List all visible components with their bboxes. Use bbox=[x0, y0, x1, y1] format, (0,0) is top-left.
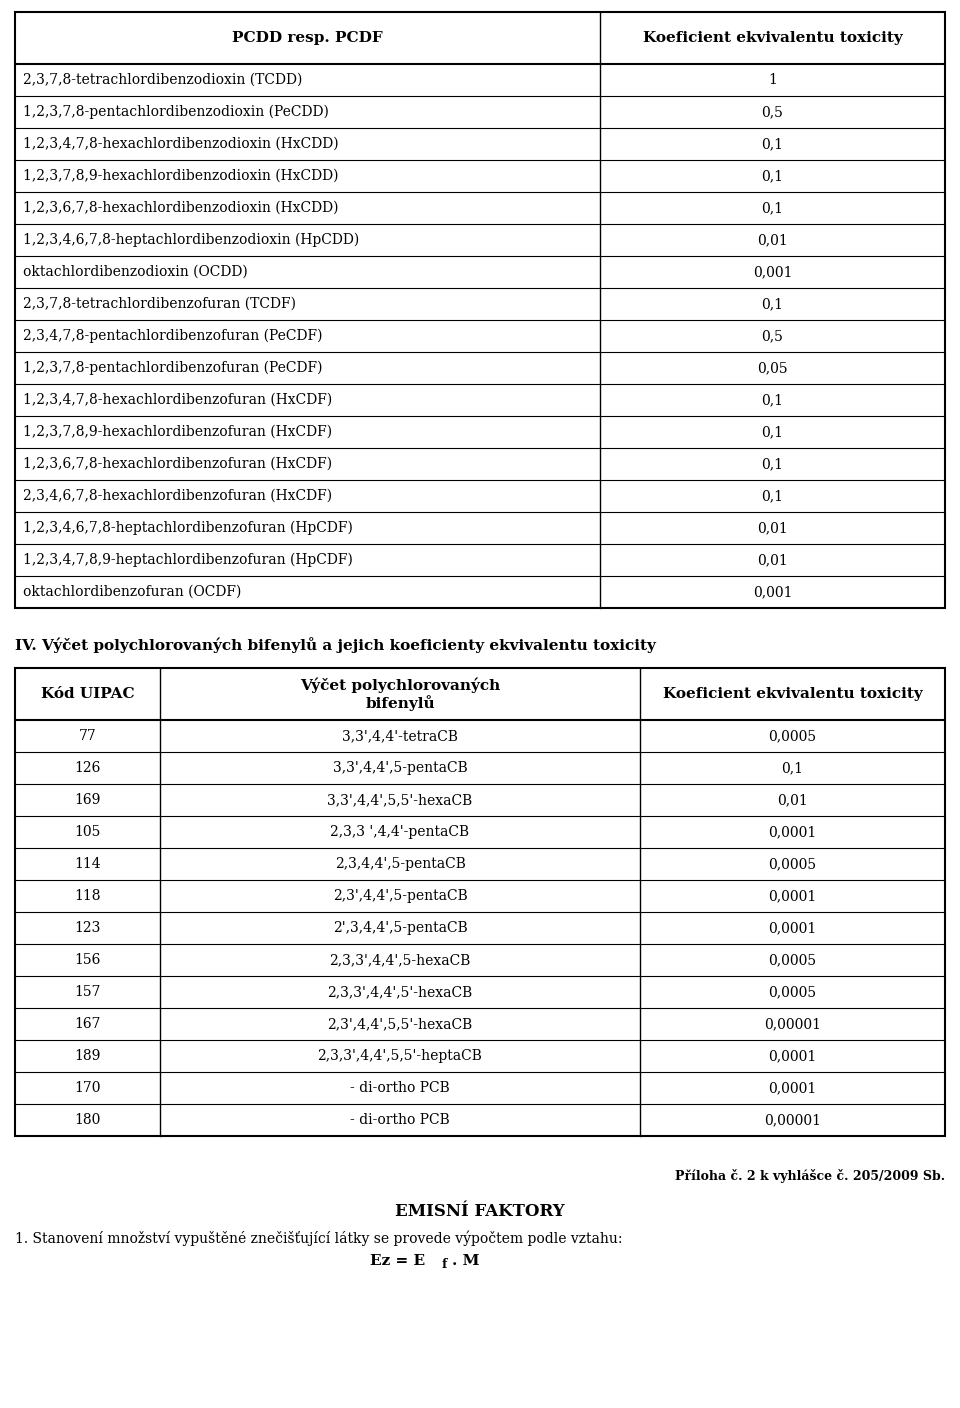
Text: 118: 118 bbox=[74, 888, 101, 903]
Text: 0,1: 0,1 bbox=[761, 393, 783, 407]
Text: 1,2,3,4,6,7,8-heptachlordibenzodioxin (HpCDD): 1,2,3,4,6,7,8-heptachlordibenzodioxin (H… bbox=[23, 232, 359, 248]
Text: 3,3',4,4'-tetraCB: 3,3',4,4'-tetraCB bbox=[342, 729, 458, 743]
Text: 1,2,3,4,7,8,9-heptachlordibenzofuran (HpCDF): 1,2,3,4,7,8,9-heptachlordibenzofuran (Hp… bbox=[23, 553, 353, 567]
Text: 156: 156 bbox=[74, 953, 101, 967]
Text: 2,3,4,6,7,8-hexachlordibenzofuran (HxCDF): 2,3,4,6,7,8-hexachlordibenzofuran (HxCDF… bbox=[23, 489, 332, 503]
Text: 2,3,3',4,4',5'-hexaCB: 2,3,3',4,4',5'-hexaCB bbox=[327, 986, 472, 1000]
Text: 0,1: 0,1 bbox=[781, 760, 804, 774]
Text: - di-ortho PCB: - di-ortho PCB bbox=[350, 1112, 450, 1126]
Text: 0,1: 0,1 bbox=[761, 169, 783, 183]
Text: oktachlordibenzodioxin (OCDD): oktachlordibenzodioxin (OCDD) bbox=[23, 265, 248, 279]
Text: 1,2,3,4,7,8-hexachlordibenzodioxin (HxCDD): 1,2,3,4,7,8-hexachlordibenzodioxin (HxCD… bbox=[23, 137, 339, 151]
Text: 1,2,3,7,8,9-hexachlordibenzofuran (HxCDF): 1,2,3,7,8,9-hexachlordibenzofuran (HxCDF… bbox=[23, 425, 332, 439]
Text: 170: 170 bbox=[74, 1081, 101, 1095]
Text: 1,2,3,6,7,8-hexachlordibenzodioxin (HxCDD): 1,2,3,6,7,8-hexachlordibenzodioxin (HxCD… bbox=[23, 201, 339, 215]
Text: 0,05: 0,05 bbox=[757, 360, 788, 375]
Text: Příloha č. 2 k vyhlášce č. 205/2009 Sb.: Příloha č. 2 k vyhlášce č. 205/2009 Sb. bbox=[675, 1169, 945, 1183]
Text: 157: 157 bbox=[74, 986, 101, 1000]
Text: 0,00001: 0,00001 bbox=[764, 1017, 821, 1031]
Text: 0,5: 0,5 bbox=[761, 329, 783, 344]
Text: 1: 1 bbox=[768, 73, 777, 87]
Text: 0,0005: 0,0005 bbox=[768, 953, 817, 967]
Text: Koeficient ekvivalentu toxicity: Koeficient ekvivalentu toxicity bbox=[662, 687, 923, 701]
Text: - di-ortho PCB: - di-ortho PCB bbox=[350, 1081, 450, 1095]
Text: 0,01: 0,01 bbox=[757, 521, 788, 535]
Text: 0,01: 0,01 bbox=[778, 793, 808, 807]
Text: 2,3,7,8-tetrachlordibenzofuran (TCDF): 2,3,7,8-tetrachlordibenzofuran (TCDF) bbox=[23, 297, 296, 311]
Text: 2,3',4,4',5,5'-hexaCB: 2,3',4,4',5,5'-hexaCB bbox=[327, 1017, 472, 1031]
Text: PCDD resp. PCDF: PCDD resp. PCDF bbox=[232, 31, 383, 45]
Text: 0,1: 0,1 bbox=[761, 458, 783, 472]
Text: 0,0001: 0,0001 bbox=[768, 1049, 817, 1063]
Text: 114: 114 bbox=[74, 857, 101, 872]
Text: 1. Stanovení množství vypuštěné znečišťující látky se provede výpočtem podle vzt: 1. Stanovení množství vypuštěné znečišťu… bbox=[15, 1231, 622, 1246]
Text: 1,2,3,7,8-pentachlordibenzofuran (PeCDF): 1,2,3,7,8-pentachlordibenzofuran (PeCDF) bbox=[23, 360, 323, 375]
Text: oktachlordibenzofuran (OCDF): oktachlordibenzofuran (OCDF) bbox=[23, 584, 241, 598]
Text: 2,3,4,7,8-pentachlordibenzofuran (PeCDF): 2,3,4,7,8-pentachlordibenzofuran (PeCDF) bbox=[23, 329, 323, 344]
Text: 0,1: 0,1 bbox=[761, 297, 783, 311]
Text: 0,001: 0,001 bbox=[753, 584, 792, 598]
Text: 1,2,3,7,8,9-hexachlordibenzodioxin (HxCDD): 1,2,3,7,8,9-hexachlordibenzodioxin (HxCD… bbox=[23, 169, 339, 183]
Text: 0,1: 0,1 bbox=[761, 489, 783, 503]
Text: 0,1: 0,1 bbox=[761, 201, 783, 215]
Text: 2,3,4,4',5-pentaCB: 2,3,4,4',5-pentaCB bbox=[335, 857, 466, 872]
Text: 0,0001: 0,0001 bbox=[768, 1081, 817, 1095]
Text: 2',3,4,4',5-pentaCB: 2',3,4,4',5-pentaCB bbox=[332, 921, 468, 935]
Text: 0,0001: 0,0001 bbox=[768, 825, 817, 839]
Text: 77: 77 bbox=[79, 729, 96, 743]
Text: 0,00001: 0,00001 bbox=[764, 1112, 821, 1126]
Text: 169: 169 bbox=[74, 793, 101, 807]
Text: 2,3,3',4,4',5,5'-heptaCB: 2,3,3',4,4',5,5'-heptaCB bbox=[318, 1049, 483, 1063]
Text: 105: 105 bbox=[74, 825, 101, 839]
Text: Výčet polychlorovaných
bifenylů: Výčet polychlorovaných bifenylů bbox=[300, 677, 500, 711]
Text: 167: 167 bbox=[74, 1017, 101, 1031]
Text: 180: 180 bbox=[74, 1112, 101, 1126]
Text: 1,2,3,4,7,8-hexachlordibenzofuran (HxCDF): 1,2,3,4,7,8-hexachlordibenzofuran (HxCDF… bbox=[23, 393, 332, 407]
Text: 1,2,3,6,7,8-hexachlordibenzofuran (HxCDF): 1,2,3,6,7,8-hexachlordibenzofuran (HxCDF… bbox=[23, 458, 332, 472]
Text: f: f bbox=[442, 1259, 447, 1271]
Text: 2,3',4,4',5-pentaCB: 2,3',4,4',5-pentaCB bbox=[332, 888, 468, 903]
Text: 0,1: 0,1 bbox=[761, 137, 783, 151]
Text: 0,01: 0,01 bbox=[757, 232, 788, 246]
Text: 2,3,3 ',4,4'-pentaCB: 2,3,3 ',4,4'-pentaCB bbox=[330, 825, 469, 839]
Text: 0,0005: 0,0005 bbox=[768, 857, 817, 872]
Text: 0,1: 0,1 bbox=[761, 425, 783, 439]
Text: IV. Výčet polychlorovaných bifenylů a jejich koeficienty ekvivalentu toxicity: IV. Výčet polychlorovaných bifenylů a je… bbox=[15, 636, 656, 653]
Text: 2,3,3',4,4',5-hexaCB: 2,3,3',4,4',5-hexaCB bbox=[329, 953, 470, 967]
Text: 3,3',4,4',5-pentaCB: 3,3',4,4',5-pentaCB bbox=[332, 760, 468, 774]
Text: 123: 123 bbox=[74, 921, 101, 935]
Text: 0,0005: 0,0005 bbox=[768, 986, 817, 1000]
Text: 2,3,7,8-tetrachlordibenzodioxin (TCDD): 2,3,7,8-tetrachlordibenzodioxin (TCDD) bbox=[23, 73, 302, 87]
Text: 0,5: 0,5 bbox=[761, 106, 783, 120]
Bar bbox=[15, 13, 945, 608]
Text: 0,0001: 0,0001 bbox=[768, 888, 817, 903]
Text: Koeficient ekvivalentu toxicity: Koeficient ekvivalentu toxicity bbox=[642, 31, 902, 45]
Text: 1,2,3,4,6,7,8-heptachlordibenzofuran (HpCDF): 1,2,3,4,6,7,8-heptachlordibenzofuran (Hp… bbox=[23, 521, 353, 535]
Text: 189: 189 bbox=[74, 1049, 101, 1063]
Text: 0,0001: 0,0001 bbox=[768, 921, 817, 935]
Text: Ez = E: Ez = E bbox=[370, 1255, 425, 1269]
Text: Kód UIPAC: Kód UIPAC bbox=[40, 687, 134, 701]
Text: 3,3',4,4',5,5'-hexaCB: 3,3',4,4',5,5'-hexaCB bbox=[327, 793, 472, 807]
Text: 0,01: 0,01 bbox=[757, 553, 788, 567]
Text: 126: 126 bbox=[74, 760, 101, 774]
Text: 1,2,3,7,8-pentachlordibenzodioxin (PeCDD): 1,2,3,7,8-pentachlordibenzodioxin (PeCDD… bbox=[23, 104, 329, 120]
Text: . M: . M bbox=[452, 1255, 479, 1269]
Text: EMISNÍ FAKTORY: EMISNÍ FAKTORY bbox=[396, 1202, 564, 1219]
Bar bbox=[15, 667, 945, 1136]
Text: 0,0005: 0,0005 bbox=[768, 729, 817, 743]
Text: 0,001: 0,001 bbox=[753, 265, 792, 279]
